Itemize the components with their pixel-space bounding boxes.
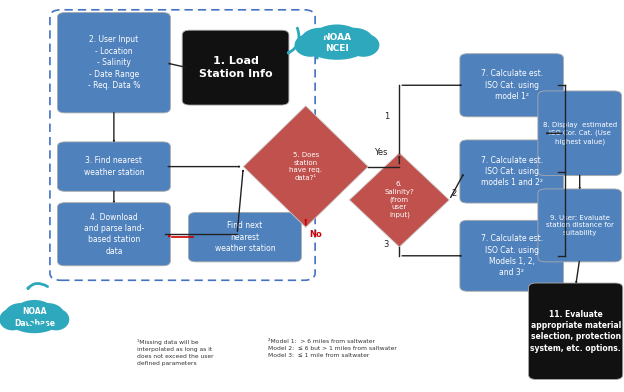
FancyBboxPatch shape <box>460 140 563 203</box>
FancyBboxPatch shape <box>460 220 563 291</box>
Text: 3. Find nearest
weather station: 3. Find nearest weather station <box>84 156 144 177</box>
Text: ²Model 1:  > 6 miles from saltwater
Model 2:  ≤ 6 but > 1 miles from saltwater
M: ²Model 1: > 6 miles from saltwater Model… <box>268 339 397 358</box>
Text: No: No <box>309 230 321 239</box>
FancyBboxPatch shape <box>188 212 301 262</box>
Text: 7. Calculate est.
ISO Cat. using
Models 1, 2,
and 3²: 7. Calculate est. ISO Cat. using Models … <box>480 234 543 278</box>
Ellipse shape <box>32 303 65 329</box>
Text: 1: 1 <box>384 112 389 121</box>
Text: Find next
nearest
weather station: Find next nearest weather station <box>215 221 275 253</box>
Text: 5. Does
station
have req.
data?¹: 5. Does station have req. data?¹ <box>290 152 322 181</box>
Ellipse shape <box>300 28 340 56</box>
FancyBboxPatch shape <box>460 54 563 117</box>
Ellipse shape <box>308 36 366 60</box>
FancyBboxPatch shape <box>57 203 170 266</box>
Polygon shape <box>243 106 368 227</box>
FancyBboxPatch shape <box>538 189 622 262</box>
Ellipse shape <box>348 33 379 57</box>
Text: 7. Calculate est.
ISO Cat. using
model 1²: 7. Calculate est. ISO Cat. using model 1… <box>480 69 543 101</box>
Text: ¹Missing data will be
interpolated as long as it
does not exceed the user
define: ¹Missing data will be interpolated as lo… <box>137 339 214 366</box>
Text: 3: 3 <box>384 240 389 249</box>
Text: 2. User Input
- Location
- Salinity
- Date Range
- Req. Data %: 2. User Input - Location - Salinity - Da… <box>88 35 140 90</box>
Polygon shape <box>349 153 449 247</box>
Text: 8. Display  estimated
ISO Cor. Cat. (Use
highest value): 8. Display estimated ISO Cor. Cat. (Use … <box>543 122 617 145</box>
Text: 11. Evaluate
appropriate material
selection, protection
system, etc. options.: 11. Evaluate appropriate material select… <box>530 310 621 353</box>
FancyBboxPatch shape <box>57 13 170 113</box>
Ellipse shape <box>334 28 374 56</box>
Text: 2: 2 <box>451 189 456 198</box>
Ellipse shape <box>0 309 26 330</box>
Ellipse shape <box>311 24 363 56</box>
FancyBboxPatch shape <box>529 283 623 379</box>
Text: 7. Calculate est.
ISO Cat. using
models 1 and 2²: 7. Calculate est. ISO Cat. using models … <box>480 156 543 187</box>
Ellipse shape <box>295 33 326 57</box>
Text: NOAA
NCEI: NOAA NCEI <box>323 33 351 53</box>
Text: Yes: Yes <box>374 148 388 157</box>
FancyBboxPatch shape <box>57 142 170 191</box>
Text: 6.
Salinity?
(from
user
input): 6. Salinity? (from user input) <box>384 181 414 218</box>
Ellipse shape <box>4 303 37 329</box>
Text: 4. Download
and parse land-
based station
data: 4. Download and parse land- based statio… <box>84 212 144 256</box>
Ellipse shape <box>10 310 59 333</box>
FancyBboxPatch shape <box>538 91 622 176</box>
Text: 1. Load
Station Info: 1. Load Station Info <box>199 56 272 79</box>
Text: 9. User: Evaluate
station distance for
suitability: 9. User: Evaluate station distance for s… <box>546 215 613 236</box>
Text: NOAA
Database: NOAA Database <box>14 307 55 328</box>
Ellipse shape <box>43 309 69 330</box>
Ellipse shape <box>12 300 56 330</box>
FancyBboxPatch shape <box>182 30 289 105</box>
